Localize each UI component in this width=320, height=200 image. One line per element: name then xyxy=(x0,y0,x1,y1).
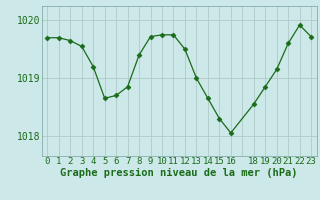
X-axis label: Graphe pression niveau de la mer (hPa): Graphe pression niveau de la mer (hPa) xyxy=(60,168,298,178)
